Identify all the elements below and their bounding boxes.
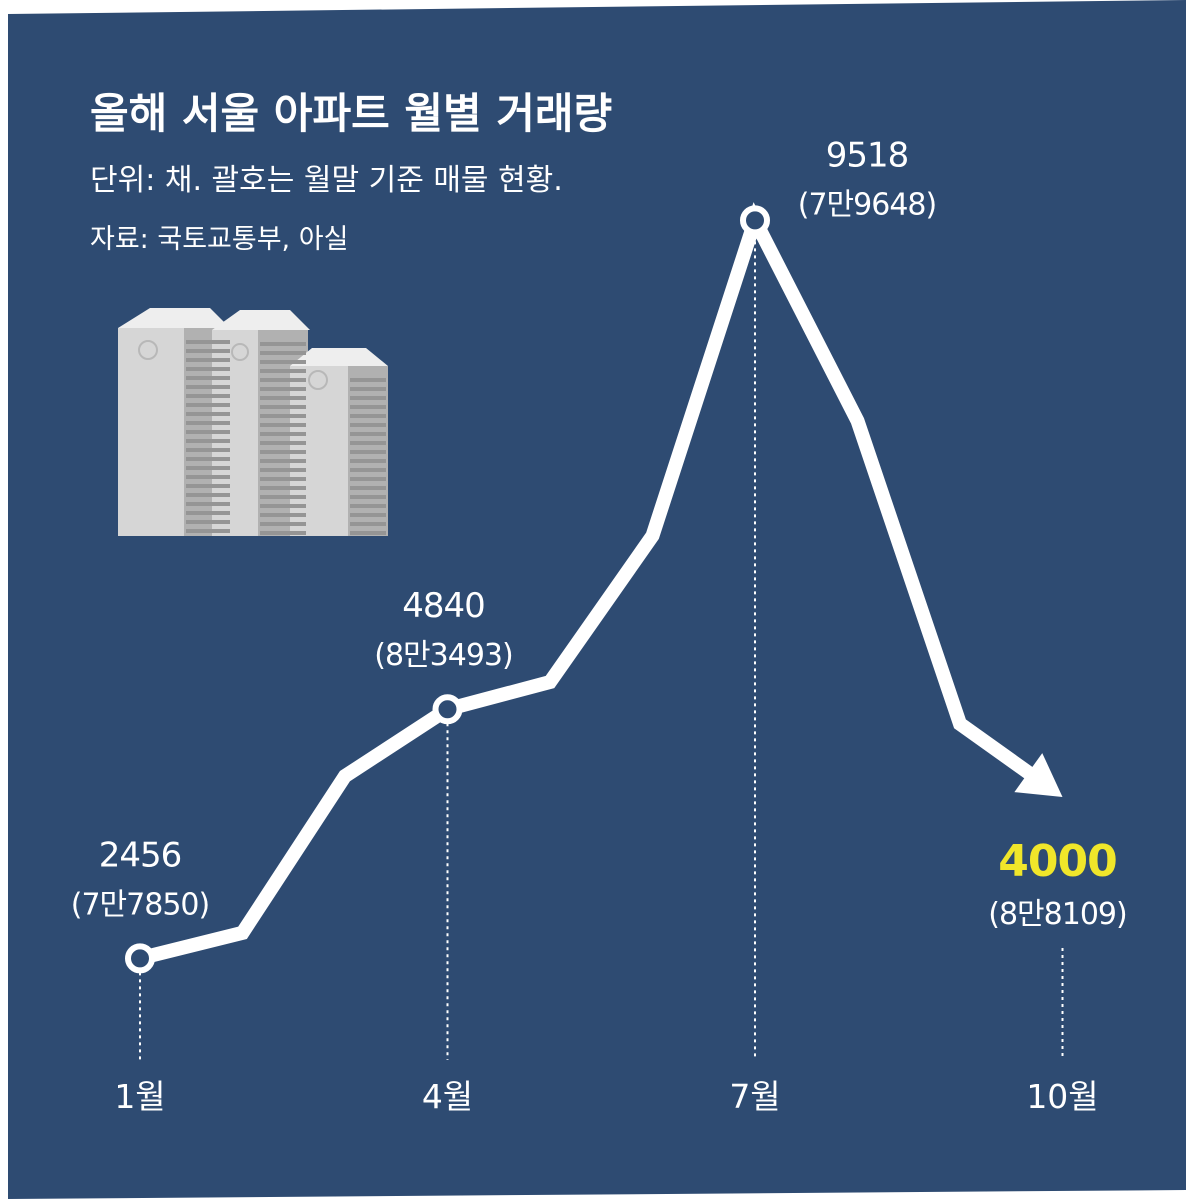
window-row: [350, 459, 386, 463]
window-row: [186, 520, 230, 524]
window-row: [186, 502, 230, 506]
window-row: [260, 351, 306, 355]
window-row: [260, 459, 306, 463]
guide-lines: [139, 234, 1064, 1060]
window-row: [350, 450, 386, 454]
window-row: [350, 414, 386, 418]
window-row: [260, 495, 306, 499]
listing-count-label: (8만3493): [374, 638, 512, 673]
x-axis-ticks: 1월 4월 7월 10월: [114, 1077, 1098, 1116]
window-row: [260, 513, 306, 517]
window-row: [350, 468, 386, 472]
window-row: [260, 477, 306, 481]
window-row: [260, 414, 306, 418]
window-row: [186, 412, 230, 416]
window-row: [186, 430, 230, 434]
window-row: [350, 405, 386, 409]
data-point-marker: [432, 694, 463, 725]
data-value-label: 4000: [998, 836, 1116, 887]
window-row: [350, 432, 386, 436]
x-tick-label: 1월: [114, 1077, 165, 1116]
window-row: [186, 484, 230, 488]
window-row: [186, 421, 230, 425]
window-row: [350, 495, 386, 499]
window-row: [260, 522, 306, 526]
window-row: [350, 531, 386, 535]
window-row: [186, 475, 230, 479]
window-row: [260, 342, 306, 346]
chart-source: 자료: 국토교통부, 아실: [90, 224, 348, 255]
data-point-marker: [125, 943, 155, 974]
window-row: [186, 511, 230, 515]
trend-arrowhead: [1014, 753, 1063, 797]
listing-count-label: (8만8109): [988, 897, 1126, 932]
listing-count-label: (7만9648): [798, 187, 936, 222]
apartment-windows: [186, 340, 386, 535]
window-row: [260, 369, 306, 373]
window-row: [350, 396, 386, 400]
chart-subtitle: 단위: 채. 괄호는 월말 기준 매물 현황.: [90, 163, 563, 198]
data-point-marker: [740, 205, 770, 236]
window-row: [350, 378, 386, 382]
window-row: [186, 340, 230, 344]
x-tick-label: 7월: [729, 1077, 780, 1116]
window-row: [186, 466, 230, 470]
window-row: [260, 405, 306, 409]
data-value-label: 2456: [99, 835, 182, 875]
data-value-label: 9518: [826, 135, 909, 175]
window-row: [186, 385, 230, 389]
window-row: [186, 529, 230, 533]
window-row: [260, 441, 306, 445]
window-row: [350, 387, 386, 391]
window-row: [186, 376, 230, 380]
chart-title: 올해 서울 아파트 월별 거래량: [90, 89, 612, 138]
series-line: [138, 202, 1036, 966]
window-row: [350, 423, 386, 427]
window-row: [350, 504, 386, 508]
listing-count-label: (7만7850): [71, 887, 209, 922]
x-tick-label: 10월: [1026, 1077, 1098, 1116]
window-row: [260, 450, 306, 454]
window-row: [350, 513, 386, 517]
data-value-label: 4840: [402, 586, 485, 626]
window-row: [260, 432, 306, 436]
window-row: [350, 486, 386, 490]
window-row: [350, 441, 386, 445]
window-row: [186, 358, 230, 362]
window-row: [186, 457, 230, 461]
window-row: [186, 493, 230, 497]
apartment-illustration: [118, 308, 388, 536]
window-row: [260, 531, 306, 535]
window-row: [186, 448, 230, 452]
x-tick-label: 4월: [422, 1077, 473, 1116]
window-row: [260, 360, 306, 364]
point-labels: 2456 (7만7850) 4840 (8만3493) 9518 (7만9648) 4000…: [71, 135, 1128, 932]
window-row: [260, 504, 306, 508]
window-row: [260, 423, 306, 427]
window-row: [186, 367, 230, 371]
window-row: [260, 387, 306, 391]
point-markers: [125, 205, 770, 974]
window-row: [186, 349, 230, 353]
window-row: [186, 403, 230, 407]
window-row: [260, 468, 306, 472]
window-row: [186, 394, 230, 398]
window-row: [350, 477, 386, 481]
chart-background: [8, 0, 1186, 1199]
window-row: [260, 396, 306, 400]
window-row: [186, 439, 230, 443]
window-row: [260, 486, 306, 490]
window-row: [260, 378, 306, 382]
window-row: [350, 522, 386, 526]
